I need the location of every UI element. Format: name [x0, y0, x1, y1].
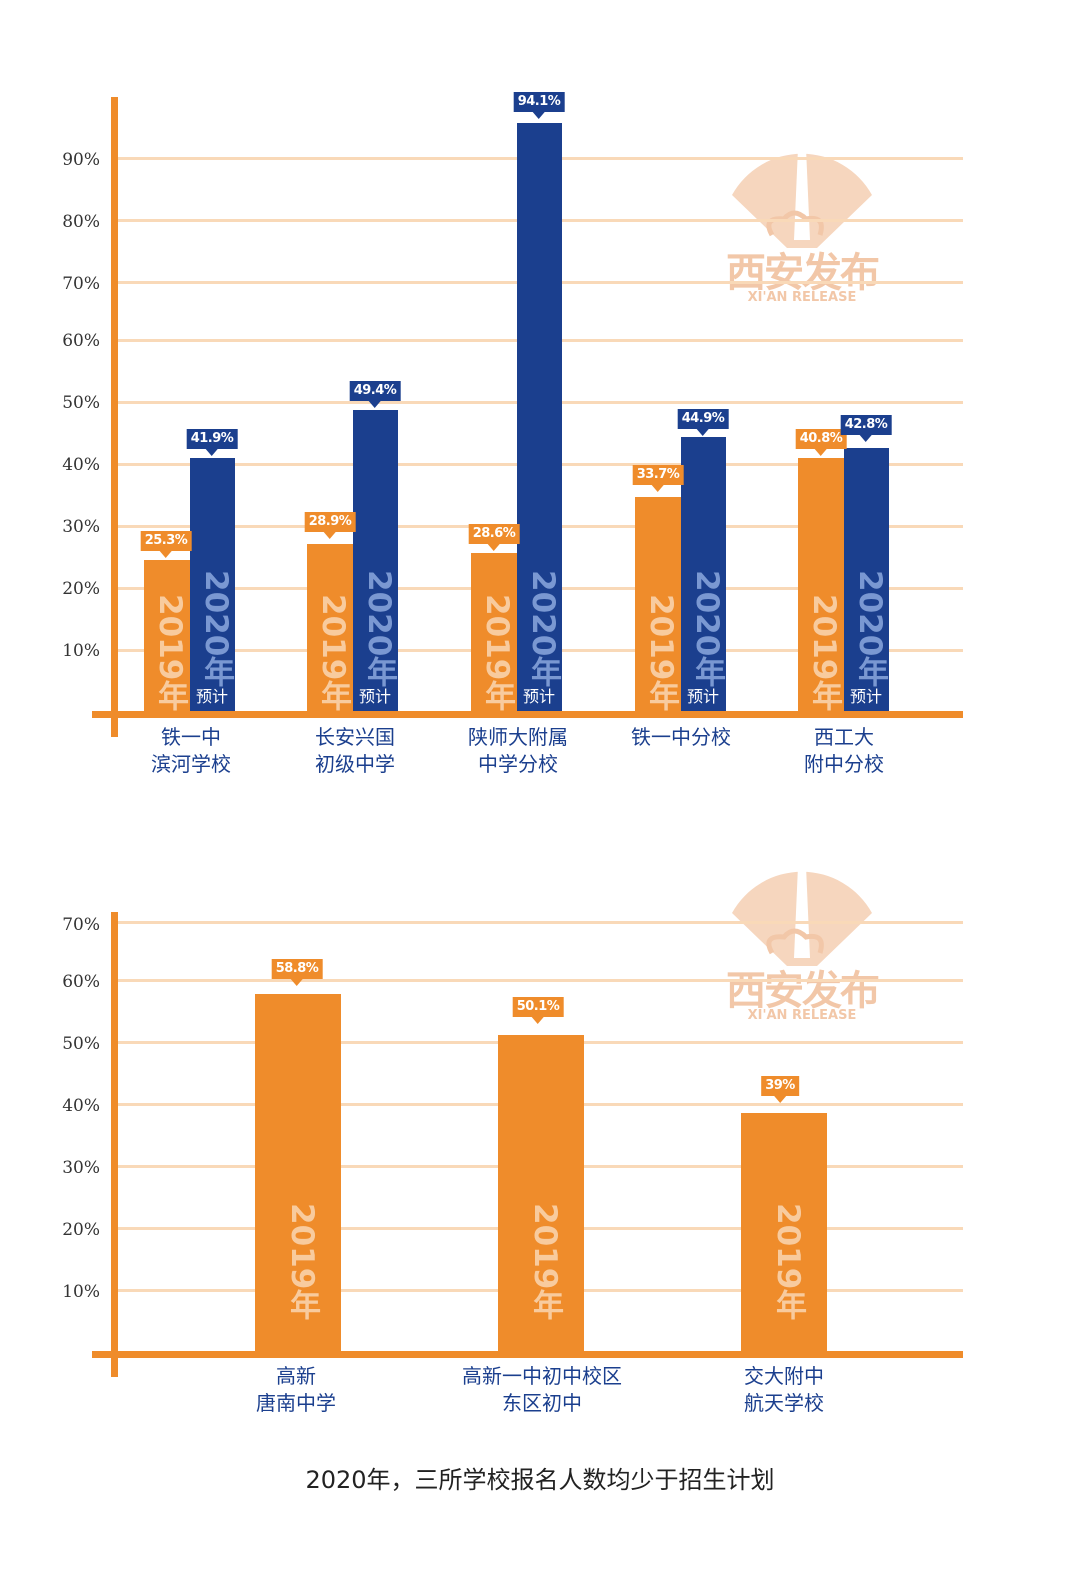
y-tick: 90% [62, 150, 100, 170]
y-tick: 40% [62, 1096, 100, 1116]
category-label: 高新 唐南中学 [256, 1364, 336, 1415]
y-tick: 50% [62, 393, 100, 413]
bar-2019 [144, 560, 190, 714]
watermark-subtitle: XI'AN RELEASE [747, 290, 857, 305]
y-tick: 50% [62, 1034, 100, 1054]
value-label-2019: 40.8% [795, 429, 847, 449]
watermark-subtitle: XI'AN RELEASE [747, 1008, 857, 1023]
category-label: 长安兴国 初级中学 [315, 725, 395, 776]
value-label-2019: 50.1% [512, 997, 564, 1017]
bar-2019 [741, 1113, 827, 1354]
y-tick: 20% [62, 579, 100, 599]
value-label-2019: 58.8% [271, 959, 323, 979]
bar-2019 [255, 994, 341, 1354]
value-label-2020: 41.9% [186, 429, 238, 449]
bar-year-label: 2019年 [152, 594, 188, 712]
value-label-2019: 39% [761, 1076, 799, 1096]
bar-year-label: 2019年 [284, 1203, 320, 1321]
y-tick: 60% [62, 972, 100, 992]
value-label-2019: 28.6% [468, 524, 520, 544]
y-axis [111, 912, 118, 1377]
bar-2020 [844, 448, 889, 714]
y-tick: 80% [62, 212, 100, 232]
estimate-label: 预计 [523, 687, 556, 706]
figure-caption: 2020年，三所学校报名人数均少于招生计划 [305, 1466, 775, 1494]
category-label: 铁一中 滨河学校 [151, 725, 231, 776]
value-label-2019: 33.7% [632, 465, 684, 485]
xian-release-watermark: 西安发布 XI'AN RELEASE [712, 858, 892, 1038]
bar-year-label: 2019年 [643, 594, 679, 712]
category-label: 陕师大附属 中学分校 [468, 725, 568, 776]
y-tick: 10% [62, 641, 100, 661]
value-label-2019: 25.3% [140, 531, 192, 551]
y-tick: 20% [62, 1220, 100, 1240]
gridline-60 [118, 979, 963, 982]
category-label: 交大附中 航天学校 [744, 1364, 824, 1415]
bar-year-label: 2019年 [806, 594, 842, 712]
bar-2020 [190, 458, 235, 714]
value-label-2020: 42.8% [840, 415, 892, 435]
value-label-2020: 44.9% [677, 409, 729, 429]
category-label: 高新一中初中校区 东区初中 [462, 1364, 622, 1415]
chart-2019-only: 西安发布 XI'AN RELEASE 70% 60% 50% 40% 30% 2… [0, 0, 1080, 1450]
bar-2019 [307, 544, 353, 714]
bar-year-label: 2020年 [852, 570, 888, 688]
y-tick: 40% [62, 455, 100, 475]
chart-2019-vs-2020: 西安发布 XI'AN RELEASE 90% 80% 70% 60% 50% 4… [0, 0, 1080, 800]
y-tick: 30% [62, 1158, 100, 1178]
y-tick: 70% [62, 915, 100, 935]
estimate-label: 预计 [687, 687, 720, 706]
pagoda-fan-icon [732, 866, 872, 966]
estimate-label: 预计 [850, 687, 883, 706]
bar-year-label: 2019年 [770, 1203, 806, 1321]
bar-2019 [798, 458, 844, 714]
y-tick: 70% [62, 274, 100, 294]
value-label-2020: 49.4% [349, 381, 401, 401]
y-tick: 60% [62, 331, 100, 351]
estimate-label: 预计 [359, 687, 392, 706]
value-label-2020: 94.1% [513, 92, 565, 112]
bar-year-label: 2020年 [525, 570, 561, 688]
category-label: 铁一中分校 [631, 725, 731, 749]
bar-2020 [353, 410, 398, 714]
gridline-70 [118, 921, 963, 924]
bar-year-label: 2020年 [361, 570, 397, 688]
bar-2019 [498, 1035, 584, 1354]
bar-year-label: 2020年 [689, 570, 725, 688]
category-label: 西工大 附中分校 [804, 725, 884, 776]
bar-year-label: 2019年 [479, 594, 515, 712]
bar-2019 [471, 553, 517, 714]
bar-year-label: 2020年 [198, 570, 234, 688]
value-label-2019: 28.9% [304, 512, 356, 532]
x-axis [92, 1351, 963, 1358]
bar-2019 [635, 497, 681, 714]
pagoda-fan-icon [732, 148, 872, 248]
y-tick: 10% [62, 1282, 100, 1302]
y-tick: 30% [62, 517, 100, 537]
watermark-title: 西安发布 [726, 250, 880, 296]
bar-year-label: 2019年 [527, 1203, 563, 1321]
y-axis [111, 97, 118, 737]
bar-2020 [681, 437, 726, 714]
estimate-label: 预计 [196, 687, 229, 706]
watermark-title: 西安发布 [726, 968, 880, 1014]
bar-year-label: 2019年 [315, 594, 351, 712]
bar-2020 [517, 123, 562, 714]
xian-release-watermark: 西安发布 XI'AN RELEASE [712, 140, 892, 320]
x-axis [92, 711, 963, 718]
